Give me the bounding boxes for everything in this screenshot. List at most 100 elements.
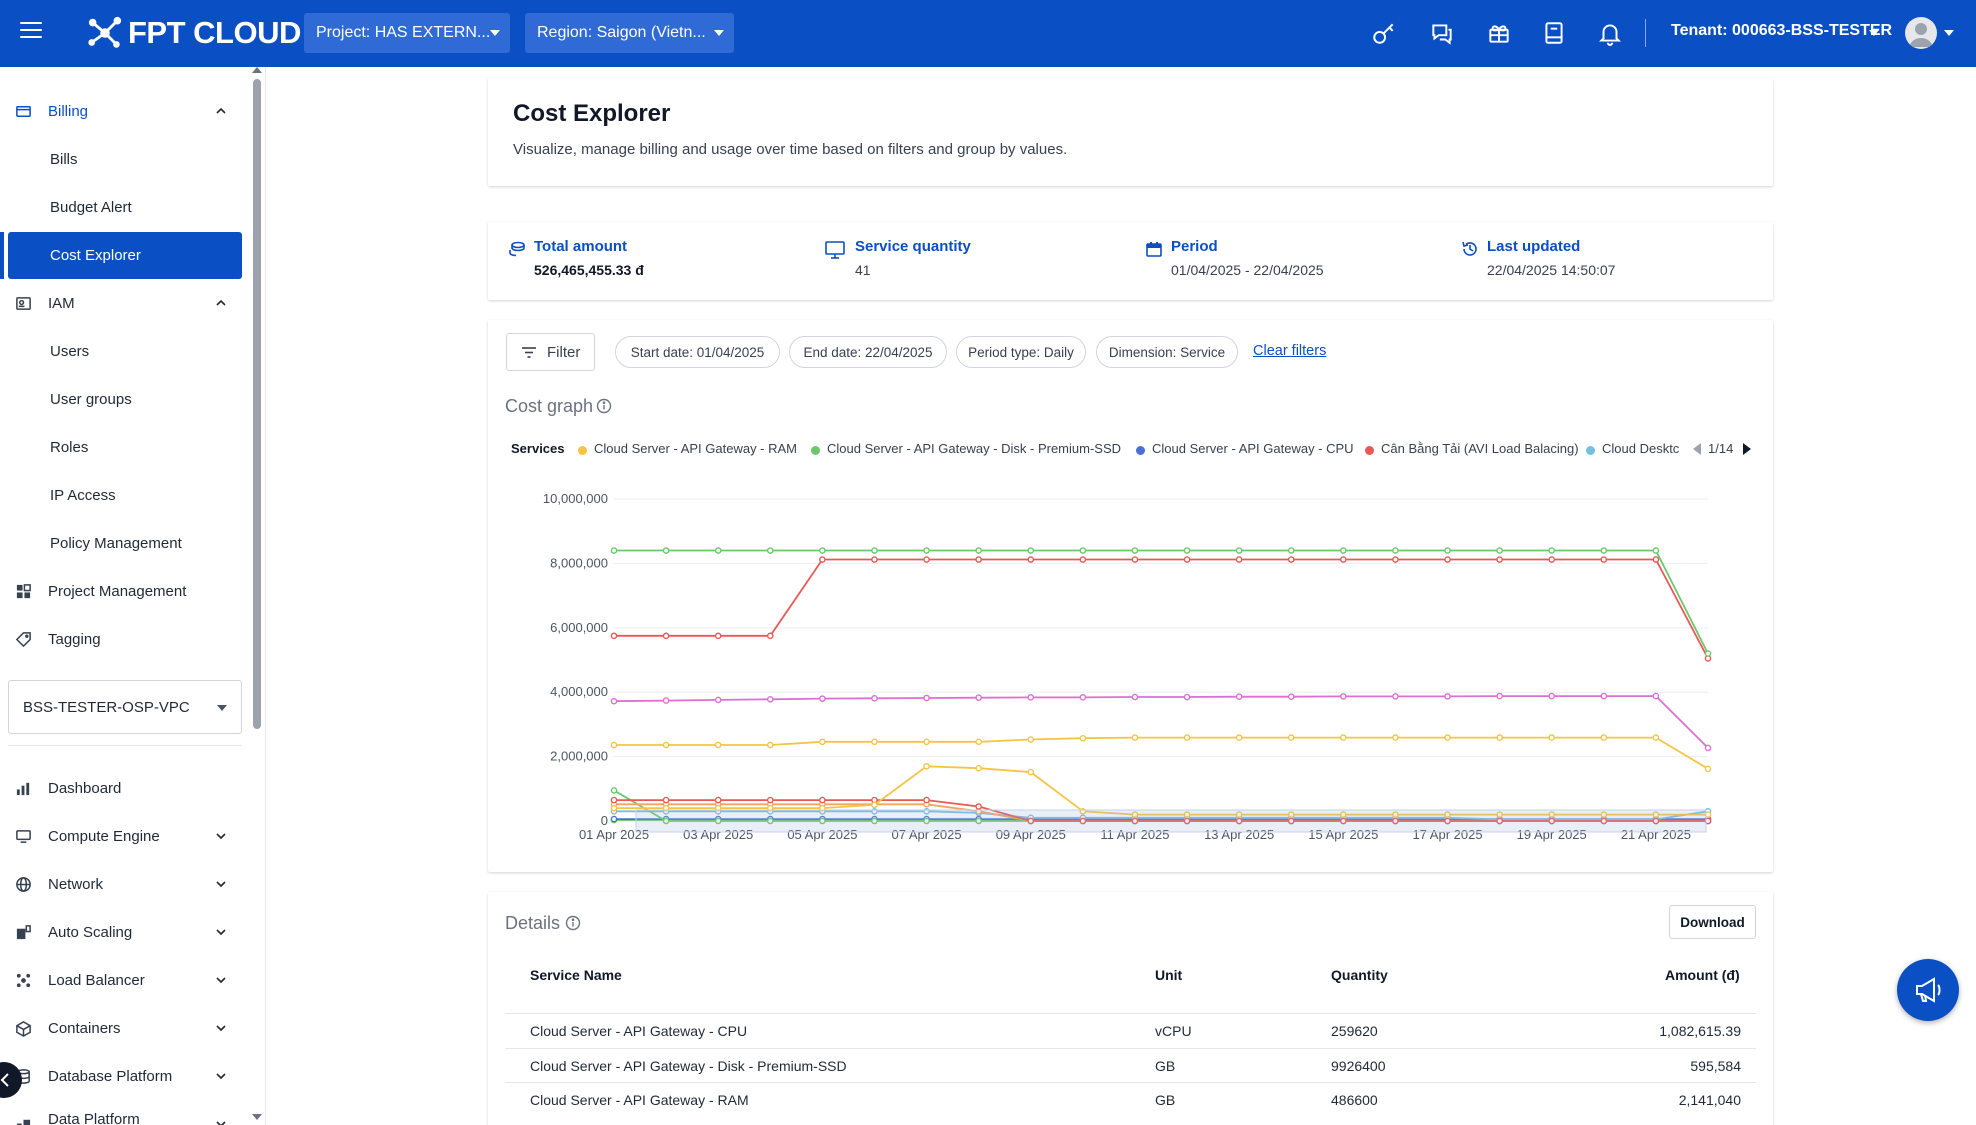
sidebar-item-bills[interactable]: Bills xyxy=(0,139,250,179)
sidebar-item-label: Policy Management xyxy=(50,534,182,552)
filter-chip-end-date[interactable]: End date: 22/04/2025 xyxy=(789,336,947,368)
history-icon xyxy=(1462,241,1477,256)
data-point xyxy=(1340,811,1347,818)
filter-chip-period-type[interactable]: Period type: Daily xyxy=(956,336,1086,368)
marketplace-icon[interactable] xyxy=(1486,20,1512,46)
collapse-sidebar-button[interactable] xyxy=(0,1062,22,1098)
sidebar-item-auto-scaling[interactable]: Auto Scaling xyxy=(0,912,250,952)
sidebar-item-project-management[interactable]: Project Management xyxy=(0,571,250,611)
avatar[interactable] xyxy=(1905,17,1937,49)
sidebar-item-compute-engine[interactable]: Compute Engine xyxy=(0,816,250,856)
data-point xyxy=(1131,693,1139,701)
summary-value: 526,465,455.33 đ xyxy=(534,262,644,278)
data-point xyxy=(975,738,982,746)
menu-icon[interactable] xyxy=(20,22,42,44)
scroll-up-arrow[interactable] xyxy=(252,67,262,73)
sidebar-item-load-balancer[interactable]: Load Balancer xyxy=(0,960,250,1000)
download-button[interactable]: Download xyxy=(1669,905,1756,939)
tenant-selector[interactable]: Tenant: 000663-BSS-TESTER xyxy=(1671,22,1893,39)
table-row[interactable]: Cloud Server - API Gateway - CPU vCPU 25… xyxy=(505,1013,1756,1047)
column-header-amount[interactable]: Amount (đ) xyxy=(1665,967,1740,983)
data-point xyxy=(1235,734,1243,741)
sidebar-item-label: IP Access xyxy=(50,486,116,504)
clear-filters-link[interactable]: Clear filters xyxy=(1253,343,1327,359)
sidebar-scrollbar[interactable] xyxy=(253,79,261,729)
sidebar-item-label: Dashboard xyxy=(48,779,122,797)
project-select-value: Project: HAS EXTERN... xyxy=(316,24,491,41)
sidebar-item-label: IAM xyxy=(48,294,75,312)
data-point xyxy=(1027,556,1035,563)
documentation-icon[interactable] xyxy=(1541,20,1567,46)
sidebar-item-budget-alert[interactable]: Budget Alert xyxy=(0,187,250,227)
filter-button[interactable]: Filter xyxy=(506,333,595,371)
data-point xyxy=(1704,811,1712,818)
data-point xyxy=(1027,817,1035,825)
brand-logo[interactable]: FPT CLOUD xyxy=(86,14,301,52)
data-point xyxy=(1392,693,1399,700)
data-point xyxy=(975,803,982,810)
filter-chip-dimension[interactable]: Dimension: Service xyxy=(1096,336,1238,368)
sidebar-item-label: Data Platform xyxy=(48,1110,140,1125)
sidebar-item-dashboard[interactable]: Dashboard xyxy=(0,768,250,808)
data-point xyxy=(1131,556,1139,563)
region-select[interactable]: Region: Saigon (Vietn... xyxy=(525,13,734,53)
sidebar-item-tagging[interactable]: Tagging xyxy=(0,619,250,659)
filter-chip-start-date[interactable]: Start date: 01/04/2025 xyxy=(615,336,780,368)
data-point xyxy=(610,547,618,554)
project-selector[interactable]: BSS-TESTER-OSP-VPC xyxy=(8,680,242,734)
legend-page-indicator: 1/14 xyxy=(1708,441,1734,456)
sidebar-item-user-groups[interactable]: User groups xyxy=(0,379,250,419)
key-icon[interactable] xyxy=(1371,20,1397,46)
data-point xyxy=(923,762,930,770)
data-point xyxy=(662,697,670,704)
column-header-service-name[interactable]: Service Name xyxy=(530,967,622,983)
column-header-unit[interactable]: Unit xyxy=(1155,967,1183,983)
data-point xyxy=(662,817,670,825)
legend-label: Cloud Server - API Gateway - CPU xyxy=(1152,441,1354,456)
column-header-quantity[interactable]: Quantity xyxy=(1331,967,1388,983)
sidebar-item-users[interactable]: Users xyxy=(0,331,250,371)
data-point xyxy=(1548,556,1556,563)
sidebar-item-database-platform[interactable]: Database Platform xyxy=(0,1056,250,1096)
sidebar-item-iam[interactable]: IAM xyxy=(0,283,250,323)
sidebar-item-ip-access[interactable]: IP Access xyxy=(0,475,250,515)
y-tick-label: 6,000,000 xyxy=(550,620,608,635)
sidebar-item-network[interactable]: Network xyxy=(0,864,250,904)
data-point xyxy=(871,556,878,563)
data-point xyxy=(1704,744,1712,752)
data-point xyxy=(1652,734,1660,741)
tag-icon xyxy=(15,632,31,648)
sidebar-item-billing[interactable]: Billing xyxy=(0,91,250,131)
globe-icon xyxy=(16,877,31,892)
data-point xyxy=(766,695,774,703)
data-point xyxy=(1496,811,1503,818)
data-point xyxy=(1287,556,1295,563)
legend-prev-page-icon[interactable] xyxy=(1693,443,1701,455)
data-point xyxy=(662,741,670,749)
sidebar-item-policy-management[interactable]: Policy Management xyxy=(0,523,250,563)
auto-scaling-icon xyxy=(16,925,31,940)
support-chat-icon[interactable] xyxy=(1429,20,1455,46)
data-point xyxy=(819,556,826,563)
data-point xyxy=(1496,556,1503,563)
data-point xyxy=(1183,547,1191,554)
scroll-down-arrow[interactable] xyxy=(252,1114,262,1120)
page-description: Visualize, manage billing and usage over… xyxy=(513,141,1068,158)
data-point xyxy=(1704,765,1712,773)
data-point xyxy=(871,738,878,746)
info-icon[interactable] xyxy=(596,398,612,414)
legend-next-page-icon[interactable] xyxy=(1743,443,1751,455)
sidebar-item-data-platform[interactable]: Data Platform xyxy=(0,1104,250,1125)
sidebar-item-cost-explorer[interactable]: Cost Explorer xyxy=(8,232,242,279)
data-point xyxy=(714,796,722,804)
project-select[interactable]: Project: HAS EXTERN... xyxy=(304,13,510,53)
table-row[interactable]: Cloud Server - API Gateway - RAM GB 4866… xyxy=(505,1082,1756,1116)
info-icon[interactable] xyxy=(565,915,581,931)
chevron-down-icon[interactable] xyxy=(1944,30,1954,36)
sidebar-item-containers[interactable]: Containers xyxy=(0,1008,250,1048)
table-row[interactable]: Cloud Server - API Gateway - Disk - Prem… xyxy=(505,1048,1756,1082)
chevron-down-icon[interactable] xyxy=(1869,30,1879,36)
sidebar-item-roles[interactable]: Roles xyxy=(0,427,250,467)
notification-bell-icon[interactable] xyxy=(1597,20,1623,46)
announcement-button[interactable] xyxy=(1897,959,1959,1021)
